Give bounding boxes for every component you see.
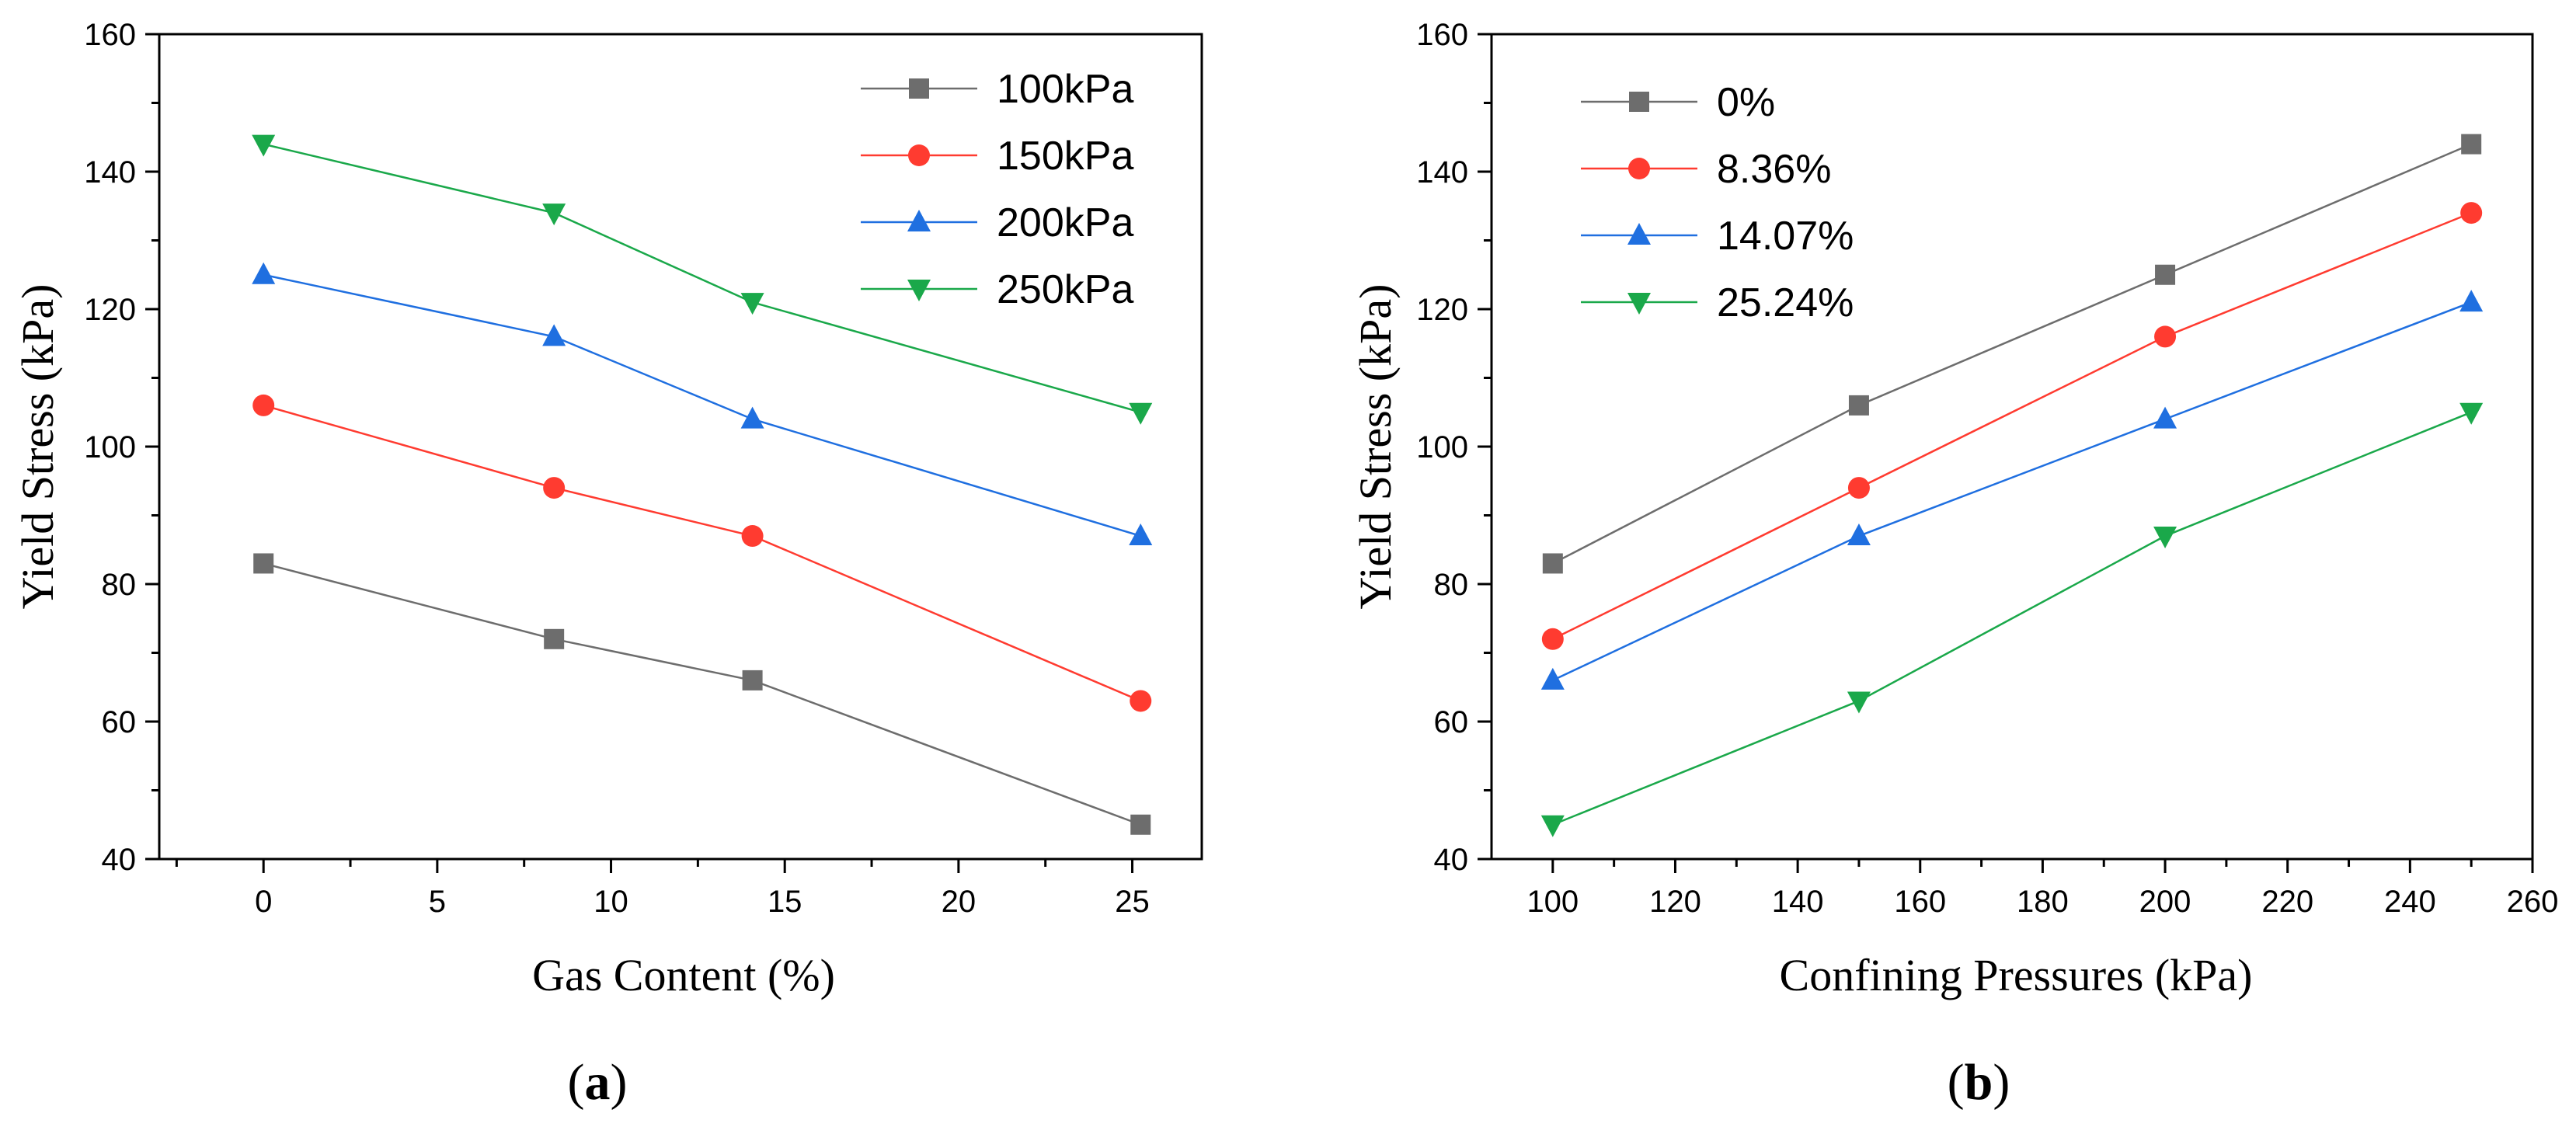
chart-b-x-tick-label: 200 [2139,885,2191,919]
chart-a-series-1-point [543,477,566,499]
chart-b-legend-label: 25.24% [1717,280,1854,325]
chart-a-legend-label: 250kPa [997,267,1133,312]
chart-a-x-tick-label: 25 [1115,885,1150,919]
chart-a-series-3-point [252,134,276,157]
chart-a-legend-marker [907,210,931,231]
chart-b-y-tick-label: 160 [1416,18,1468,52]
chart-b-series-2-point [2459,290,2484,312]
chart-b-x-tick-label: 140 [1772,885,1824,919]
chart-b-y-tick-label: 120 [1416,293,1468,327]
chart-b-series-1-point [1847,477,1870,499]
chart-b-legend-label: 8.36% [1717,147,1831,192]
chart-a-x-tick-label: 10 [594,885,628,919]
chart-a-panel-label: (a) [568,1054,628,1111]
chart-b-series-2-line [1552,301,2472,682]
chart-a-series-1-line [263,404,1141,702]
chart-b-x-tick-label: 240 [2384,885,2436,919]
chart-b-series-0-point [1542,553,1563,574]
chart-a-series-2-point [1129,523,1153,546]
chart-b-x-axis-title: Confining Pressures (kPa) [1780,950,2253,1000]
chart-a-series-3-point [740,293,764,315]
chart-a-series-0-point [1130,814,1151,835]
chart-b-legend-marker [1627,293,1651,315]
chart-a-series-1-point [1130,690,1152,712]
chart-a-series-0-line [263,562,1141,826]
chart-a-legend-marker [909,78,929,99]
chart-a-y-axis-title: Yield Stress (kPa) [12,284,63,610]
chart-b-series-3-point [2153,527,2177,549]
chart-a-y-tick-label: 120 [84,293,136,327]
chart-b-y-tick-label: 100 [1416,430,1468,464]
chart-b-series-1-point [2154,325,2177,348]
chart-panel-a: 0 5 10 15 20 25 40 60 80 100 120 140 160 Gas Content … [12,18,1203,1111]
chart-a-x-tick-label: 15 [768,885,802,919]
chart-b-series-3-point [1847,691,1871,714]
chart-b-series-2-point [1540,667,1565,690]
chart-a-legend-marker [908,144,930,166]
chart-b-x-tick-label: 180 [2017,885,2069,919]
chart-a-series-2-point [542,324,566,346]
chart-a-series-2-point [252,262,276,284]
chart-b-series-2-point [2153,406,2177,429]
chart-a-legend-label: 100kPa [997,67,1133,112]
chart-a-series-2-point [740,406,764,429]
chart-b-x-tick-label: 260 [2507,885,2559,919]
chart-b-series-3-point [2459,402,2484,425]
chart-a-legend-label: 150kPa [997,134,1133,179]
chart-b-series-2-point [1847,523,1871,546]
chart-a-series-0-point [253,553,274,574]
chart-b-legend-marker [1627,223,1651,245]
chart-a-y-tick-label: 140 [84,155,136,190]
chart-b-y-tick-label: 60 [1434,705,1469,739]
chart-a-y-tick-label: 60 [102,705,137,739]
chart-b-series-3-line [1552,411,2472,826]
chart-a-series-2-line [263,273,1141,537]
chart-b-legend-label: 0% [1717,80,1775,125]
chart-b-series-0-line [1552,143,2472,565]
chart-b-y-tick-label: 80 [1434,568,1469,602]
chart-a-y-tick-label: 40 [102,843,137,877]
chart-b-series-0-point [1848,395,1869,416]
chart-b-series-0-point [2155,264,2176,285]
chart-b-series-0-point [2461,134,2482,155]
chart-b-x-tick-label: 120 [1649,885,1701,919]
chart-b-series-1-point [2460,202,2483,224]
chart-a-series-0-point [544,628,565,649]
chart-a-series-0-point [742,670,763,690]
chart-b-series-1-point [1541,628,1564,650]
chart-a-y-tick-label: 160 [84,18,136,52]
chart-b-x-tick-label: 220 [2261,885,2313,919]
chart-a-series-3-point [1129,402,1153,425]
chart-a-x-tick-label: 20 [942,885,976,919]
chart-a-x-tick-label: 0 [255,885,272,919]
chart-b-legend-marker [1628,158,1650,179]
chart-b-legend-label: 14.07% [1717,214,1854,259]
chart-a-x-tick-label: 5 [429,885,446,919]
chart-b-series-3-point [1540,815,1565,837]
chart-b-y-tick-label: 140 [1416,155,1468,190]
chart-b-y-axis-title: Yield Stress (kPa) [1350,284,1401,610]
chart-b-panel-label: (b) [1948,1054,2010,1111]
chart-b-x-tick-label: 160 [1894,885,1946,919]
chart-a-legend-label: 200kPa [997,200,1133,245]
chart-a-y-tick-label: 100 [84,430,136,464]
chart-b-series-1-line [1552,211,2472,640]
chart-b-plot-frame [1490,33,2534,861]
chart-a-y-tick-label: 80 [102,568,137,602]
chart-a-x-axis-title: Gas Content (%) [532,950,835,1000]
chart-b-y-tick-label: 40 [1434,843,1469,877]
chart-b-x-tick-label: 100 [1526,885,1579,919]
chart-a-series-3-point [542,203,566,226]
chart-a-series-1-point [741,525,764,548]
chart-b-legend-marker [1629,92,1649,112]
chart-a-legend-marker [907,280,931,301]
chart-a-series-3-line [263,143,1141,413]
chart-a-series-1-point [252,394,275,416]
chart-panel-b: 100 120 140 160 180 200 220 240 260 40 60 80 100 120 1… [1350,18,2558,1111]
